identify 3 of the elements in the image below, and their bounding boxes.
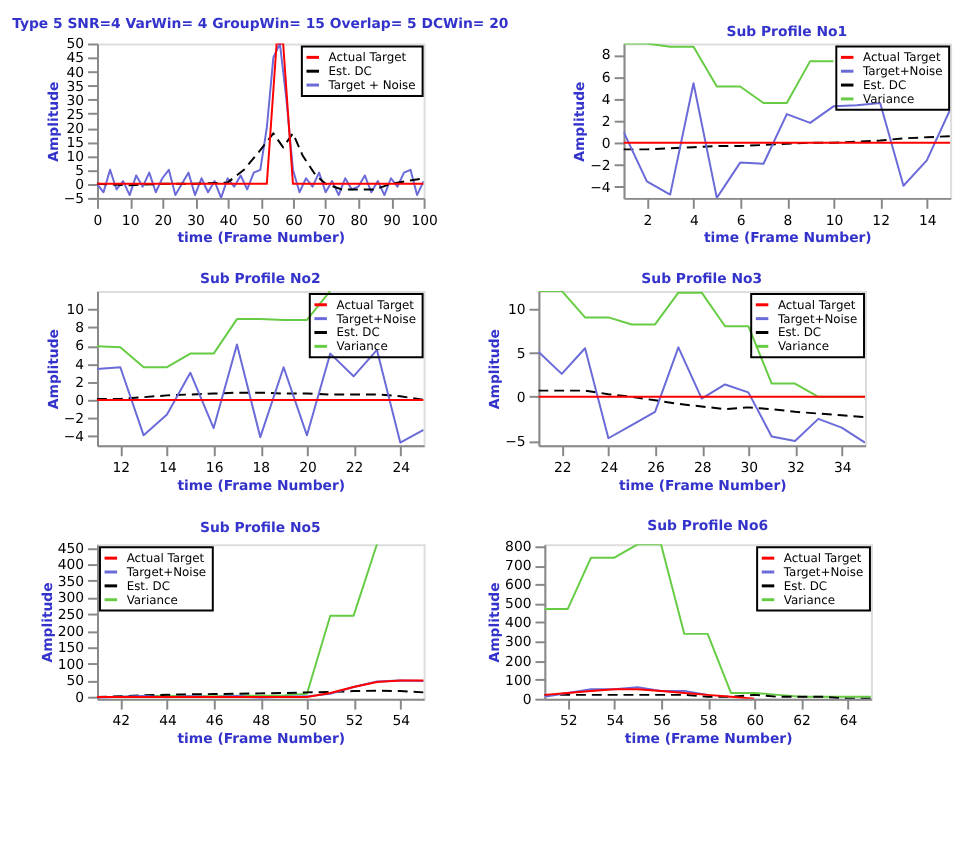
line-series (623, 135, 951, 151)
line-series (96, 290, 332, 369)
line-series (538, 389, 866, 419)
